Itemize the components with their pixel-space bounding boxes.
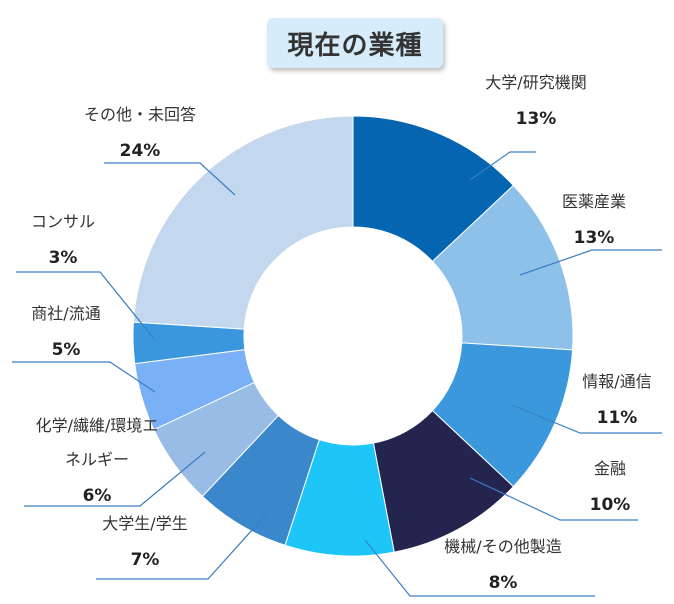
slice-value-情報-通信: 11%	[597, 408, 638, 428]
chart-title: 現在の業種	[287, 30, 423, 61]
leader-line-大学-研究機関	[469, 151, 536, 181]
leader-line-商社-流通	[12, 361, 156, 393]
slice-labels: 大学/研究機関 13% 医薬産業 13% 情報/通信 11% 金融 10% 機械/その他製造 8%…	[31, 73, 652, 593]
chart-title-box: 現在の業種	[267, 18, 443, 68]
slice-value-大学-研究機関: 13%	[516, 109, 557, 129]
slice-label-商社-流通: 商社/流通	[31, 304, 100, 323]
slice-value-医薬産業: 13%	[574, 228, 615, 248]
slice-value-コンサル: 3%	[49, 248, 78, 268]
donut-slices	[132, 115, 574, 557]
slice-その他-未回答	[132, 115, 354, 330]
slice-label-化学-繊維-環境エネルギー-line1: 化学/繊維/環境エ	[36, 416, 159, 435]
slice-value-商社-流通: 5%	[52, 340, 81, 360]
slice-value-機械-その他製造: 8%	[489, 573, 518, 593]
slice-label-大学生-学生: 大学生/学生	[102, 514, 187, 533]
slice-label-金融: 金融	[594, 459, 626, 478]
slice-label-コンサル: コンサル	[31, 212, 95, 231]
slice-label-化学-繊維-環境エネルギー-line2: ネルギー	[65, 450, 129, 469]
leader-lines	[12, 151, 662, 597]
leader-line-コンサル	[16, 271, 156, 341]
slice-value-大学生-学生: 7%	[131, 550, 160, 570]
slice-label-医薬産業: 医薬産業	[562, 192, 626, 211]
slice-value-化学-繊維-環境エネルギー: 6%	[83, 486, 112, 506]
slice-value-その他-未回答: 24%	[120, 141, 161, 161]
slice-value-金融: 10%	[590, 495, 631, 515]
leader-line-医薬産業	[519, 249, 662, 276]
slice-label-その他-未回答: その他・未回答	[84, 105, 196, 124]
slice-label-機械-その他製造: 機械/その他製造	[444, 537, 561, 556]
leader-line-機械-その他製造	[364, 539, 595, 597]
leader-line-情報-通信	[511, 404, 662, 434]
slice-label-大学-研究機関: 大学/研究機関	[485, 73, 586, 92]
leader-line-大学生-学生	[96, 509, 271, 580]
leader-line-化学-繊維-環境エネルギー	[24, 451, 206, 507]
slice-label-情報-通信: 情報/通信	[582, 372, 651, 391]
leader-line-その他-未回答	[104, 162, 236, 196]
leader-line-金融	[469, 477, 638, 521]
